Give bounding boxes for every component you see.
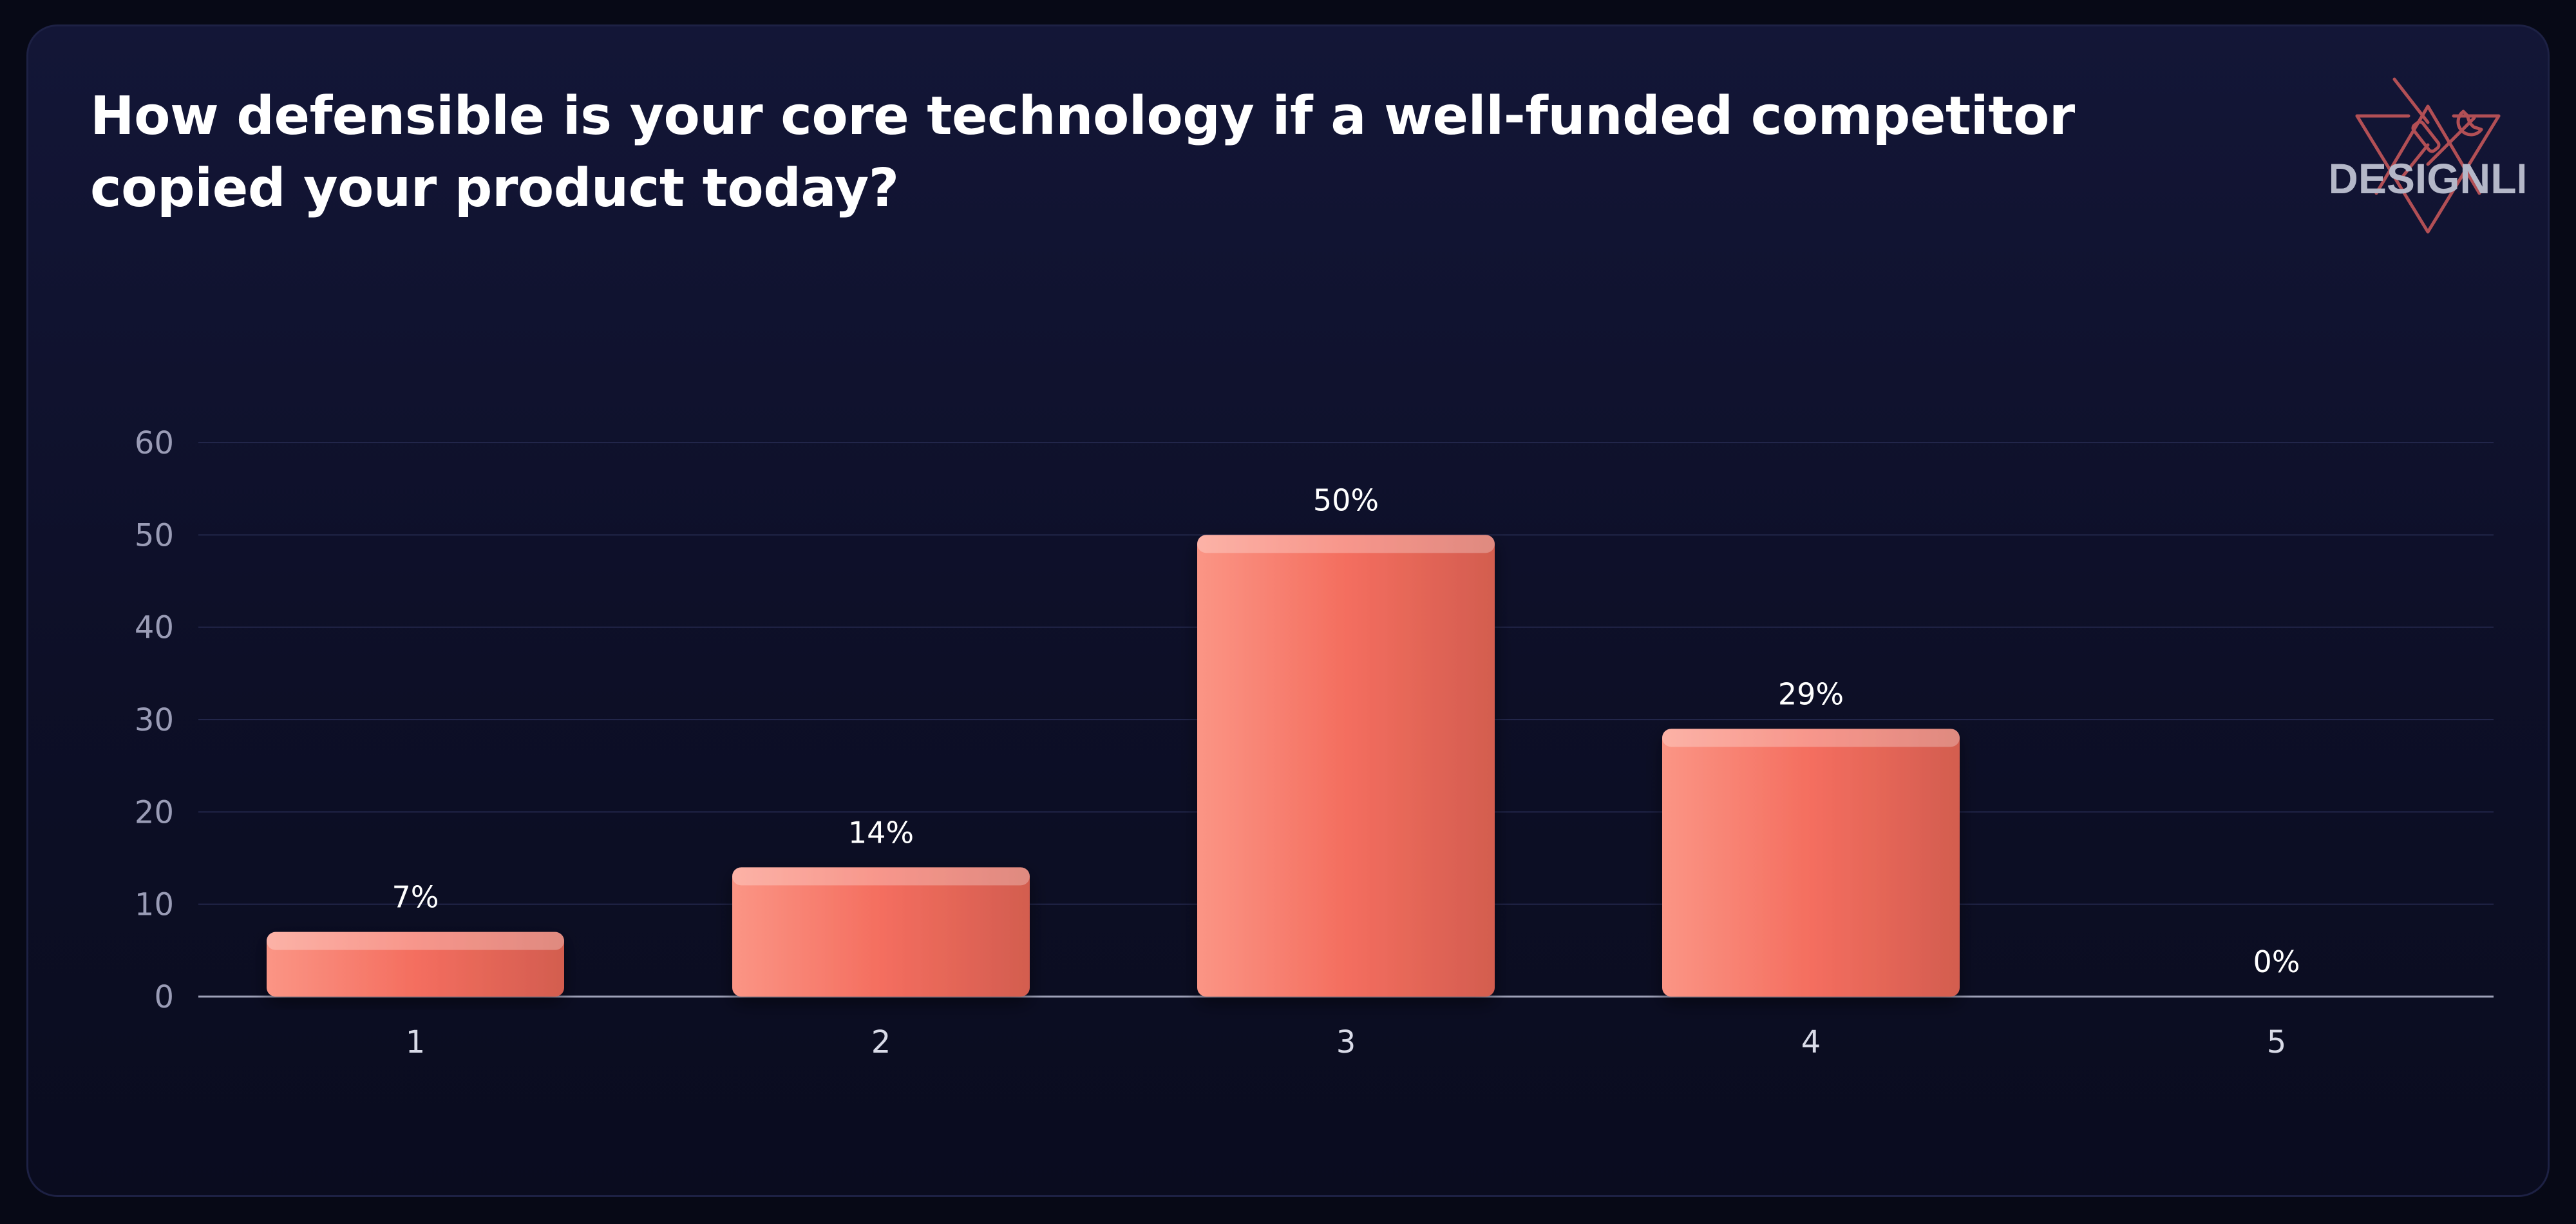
y-tick-label: 60	[135, 425, 174, 461]
y-tick-label: 30	[135, 702, 174, 738]
logo-wordmark: DESIGNLI	[2331, 155, 2524, 202]
bar-group	[732, 867, 1030, 997]
chart-title: How defensible is your core technology i…	[90, 86, 2075, 219]
bar	[732, 867, 1030, 997]
bar-highlight-cap	[267, 932, 564, 950]
x-tick-label: 3	[1336, 1024, 1356, 1060]
x-tick-label: 1	[406, 1024, 426, 1060]
data-label: 50%	[1313, 483, 1379, 517]
data-label: 7%	[392, 880, 439, 915]
x-axis-ticks: 1 2 3 4 5	[406, 1024, 2287, 1060]
data-label: 29%	[1778, 676, 1844, 711]
bar-group	[267, 932, 564, 997]
y-tick-label: 50	[135, 517, 174, 553]
bar	[1197, 535, 1495, 997]
data-labels: 7% 14% 50% 29% 0%	[392, 483, 2300, 979]
x-tick-label: 2	[871, 1024, 891, 1060]
bar-group	[1662, 729, 1960, 997]
designli-logo: DESIGNLI	[2331, 77, 2524, 234]
x-tick-label: 4	[1801, 1024, 1821, 1060]
data-label: 0%	[2253, 944, 2300, 979]
bar-highlight-cap	[1662, 729, 1960, 747]
bars	[267, 535, 1960, 997]
y-tick-label: 20	[135, 794, 174, 830]
bar-group	[1197, 535, 1495, 997]
bar	[267, 932, 564, 997]
y-tick-label: 10	[135, 887, 174, 923]
bar	[1662, 729, 1960, 997]
bar-highlight-cap	[732, 867, 1030, 886]
y-axis-ticks: 0 10 20 30 40 50 60	[135, 425, 174, 1015]
bar-highlight-cap	[1197, 535, 1495, 553]
data-label: 14%	[848, 815, 914, 850]
x-tick-label: 5	[2267, 1024, 2287, 1060]
y-tick-label: 40	[135, 610, 174, 646]
y-tick-label: 0	[154, 979, 174, 1015]
